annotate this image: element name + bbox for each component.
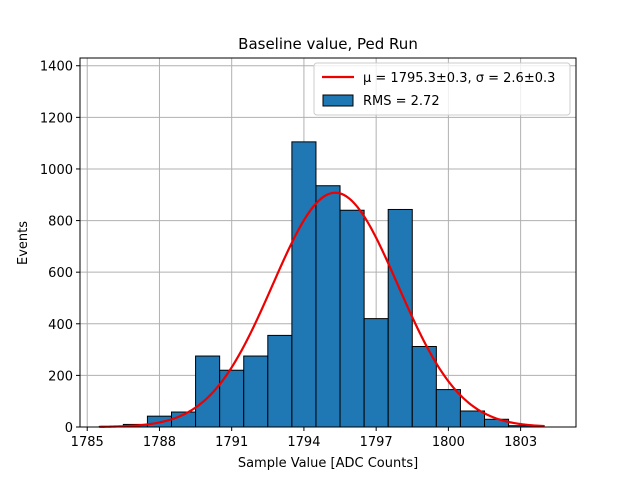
histogram-bar [411, 345, 437, 428]
legend-rms-patch-icon [322, 94, 354, 107]
gaussian-fit-curve [99, 191, 545, 428]
x-tick-label: 1785 [71, 435, 104, 450]
y-tick-label: 600 [48, 266, 73, 281]
chart-title: Baseline value, Ped Run [238, 35, 418, 53]
histogram-bar [315, 185, 341, 428]
histogram-bar [387, 208, 413, 428]
histogram-bar [459, 410, 486, 428]
x-tick-label: 1800 [432, 435, 465, 450]
x-tick-label: 1788 [143, 435, 176, 450]
y-axis-label: Events [16, 221, 31, 265]
x-tick-label: 1803 [504, 435, 537, 450]
y-tick-label: 400 [48, 318, 73, 333]
y-tick-label: 1200 [40, 111, 73, 126]
y-tick-label: 1000 [40, 163, 73, 178]
plot-frame [79, 57, 577, 428]
histogram-bar [291, 141, 317, 428]
y-tick-label: 200 [48, 369, 73, 384]
x-axis-label: Sample Value [ADC Counts] [238, 456, 418, 471]
histogram-bar [363, 318, 389, 428]
histogram-bar [267, 334, 293, 428]
histogram-bar [195, 355, 221, 428]
y-axis-ticks: 0 200 400 600 800 1000 1200 1400 [40, 60, 80, 436]
y-tick-label: 800 [48, 215, 73, 230]
histogram-bar [435, 389, 461, 428]
legend-box [313, 62, 571, 116]
x-tick-label: 1797 [360, 435, 393, 450]
legend-rms-label: RMS = 2.72 [363, 94, 440, 109]
legend: μ = 1795.3±0.3, σ = 2.6±0.3 RMS = 2.72 [313, 62, 571, 116]
histogram-bar [243, 355, 269, 428]
legend-fit-label: μ = 1795.3±0.3, σ = 2.6±0.3 [363, 71, 555, 86]
y-tick-label: 1400 [40, 60, 73, 75]
x-tick-label: 1791 [215, 435, 248, 450]
x-tick-label: 1794 [287, 435, 320, 450]
x-axis-ticks: 1785 1788 1791 1794 1797 1800 1803 [71, 427, 537, 450]
y-tick-label: 0 [65, 421, 73, 436]
histogram-bar [339, 209, 365, 428]
